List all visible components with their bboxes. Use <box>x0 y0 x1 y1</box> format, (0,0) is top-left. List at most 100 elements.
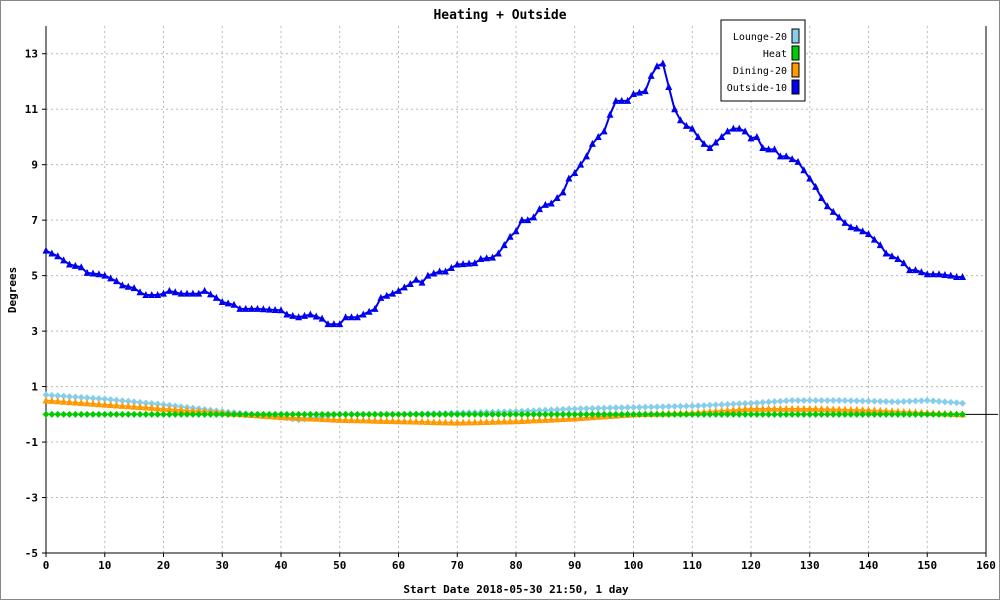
data-point <box>342 410 350 418</box>
data-point <box>541 410 549 418</box>
data-point <box>524 410 532 418</box>
data-point <box>782 404 790 412</box>
data-point <box>894 410 902 418</box>
data-point <box>606 404 614 412</box>
data-point <box>682 410 690 418</box>
data-point <box>318 314 326 322</box>
data-point <box>806 174 814 182</box>
chart-title: Heating + Outside <box>433 8 566 23</box>
data-point <box>953 273 961 281</box>
data-point <box>377 416 385 424</box>
data-point <box>882 406 890 414</box>
data-point <box>724 400 731 408</box>
data-point <box>359 416 367 424</box>
data-point <box>612 404 620 412</box>
data-point <box>677 402 684 410</box>
data-point <box>941 398 949 406</box>
data-point <box>494 410 502 418</box>
data-point <box>641 410 649 418</box>
data-point <box>553 410 561 418</box>
data-point <box>530 407 538 415</box>
data-point <box>706 410 714 418</box>
data-point <box>823 410 831 418</box>
data-point <box>612 96 620 104</box>
data-point <box>941 270 949 278</box>
data-point <box>254 304 261 312</box>
data-point <box>342 313 350 321</box>
data-point <box>447 410 455 418</box>
data-point <box>418 410 426 418</box>
data-point <box>277 410 285 418</box>
data-point <box>171 410 179 418</box>
data-point <box>489 417 496 425</box>
data-point <box>400 410 408 418</box>
data-point <box>835 405 843 413</box>
data-point <box>659 403 667 411</box>
data-point <box>859 397 867 405</box>
data-point <box>101 410 109 418</box>
data-point <box>83 268 91 276</box>
data-point <box>189 410 197 418</box>
data-point <box>900 259 908 267</box>
data-point <box>583 410 590 418</box>
data-point <box>647 403 655 411</box>
data-point <box>682 121 690 129</box>
data-point <box>565 405 573 413</box>
data-point <box>577 160 585 168</box>
data-point <box>594 132 602 140</box>
data-point <box>677 116 684 124</box>
x-tick-label: 150 <box>917 559 937 572</box>
data-point <box>265 410 273 418</box>
data-point <box>430 410 438 418</box>
data-point <box>818 405 825 413</box>
data-point <box>312 414 320 422</box>
data-point <box>306 414 314 422</box>
y-tick-label: 5 <box>31 270 38 283</box>
data-point <box>189 289 197 297</box>
data-point <box>635 410 643 418</box>
data-point <box>806 410 814 418</box>
legend-label: Dining-20 <box>733 66 787 77</box>
data-point <box>506 410 514 418</box>
data-point <box>195 289 203 297</box>
data-point <box>183 410 191 418</box>
data-point <box>271 305 279 313</box>
data-point <box>453 410 461 418</box>
data-point <box>612 410 620 418</box>
legend-swatch <box>791 79 800 95</box>
legend-label: Outside-10 <box>727 83 787 94</box>
data-point <box>630 403 637 411</box>
data-point <box>324 415 332 423</box>
data-point <box>759 404 767 412</box>
data-point <box>635 88 643 96</box>
data-point <box>536 410 543 418</box>
data-point <box>330 415 338 423</box>
data-point <box>324 410 332 418</box>
data-point <box>712 138 720 146</box>
data-point <box>136 288 144 296</box>
data-point <box>212 410 220 418</box>
data-point <box>418 417 426 425</box>
data-point <box>95 270 103 278</box>
data-point <box>618 410 626 418</box>
data-point <box>953 410 961 418</box>
data-point <box>365 410 373 418</box>
data-point <box>207 410 214 418</box>
data-point <box>741 127 749 135</box>
data-point <box>218 297 226 305</box>
data-point <box>124 410 132 418</box>
data-point <box>818 193 825 201</box>
data-point <box>436 410 444 418</box>
x-tick-label: 130 <box>800 559 820 572</box>
data-point <box>959 410 966 418</box>
data-point <box>794 410 802 418</box>
data-point <box>89 410 97 418</box>
data-point <box>412 410 420 418</box>
data-point <box>377 410 385 418</box>
data-point <box>647 410 655 418</box>
data-point <box>800 166 808 174</box>
data-point <box>536 205 543 213</box>
x-tick-label: 120 <box>741 559 761 572</box>
data-point <box>547 406 555 414</box>
data-point <box>853 224 861 232</box>
